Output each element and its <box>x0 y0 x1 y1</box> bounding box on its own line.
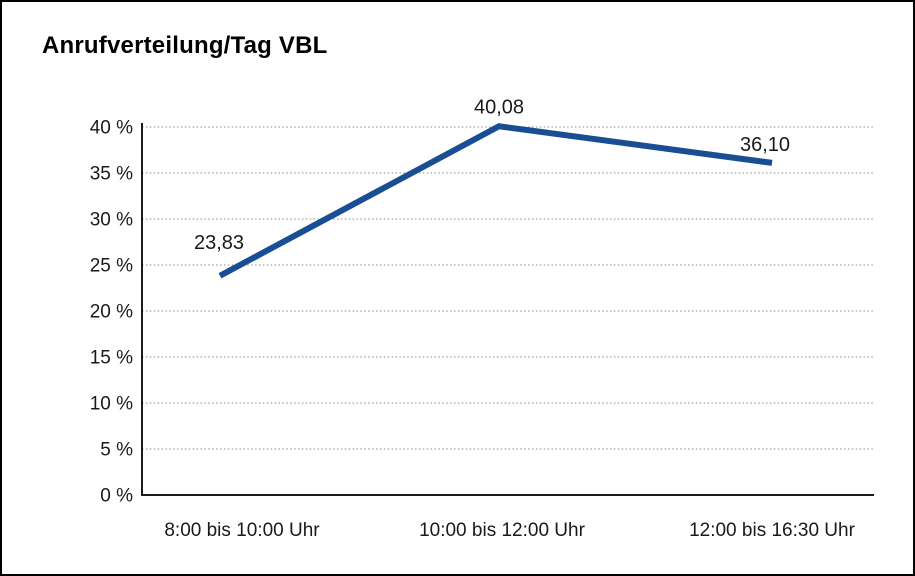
y-tick-label: 40 % <box>90 118 133 139</box>
x-category-label: 12:00 bis 16:30 Uhr <box>689 520 856 541</box>
data-label: 40,08 <box>474 96 524 118</box>
x-category-label: 10:00 bis 12:00 Uhr <box>419 520 586 541</box>
chart-title: Anrufverteilung/Tag VBL <box>42 32 328 59</box>
y-tick-label: 25 % <box>90 256 133 277</box>
y-tick-label: 15 % <box>90 348 133 369</box>
y-tick-label: 20 % <box>90 302 133 323</box>
y-tick-label: 30 % <box>90 210 133 231</box>
x-category-label: 8:00 bis 10:00 Uhr <box>164 520 320 541</box>
y-tick-label: 0 % <box>100 486 133 507</box>
data-label: 23,83 <box>194 232 244 254</box>
data-label: 36,10 <box>740 134 790 156</box>
y-tick-label: 10 % <box>90 394 133 415</box>
y-tick-label: 35 % <box>90 164 133 185</box>
y-tick-label: 5 % <box>100 440 133 461</box>
series-line <box>218 123 773 279</box>
